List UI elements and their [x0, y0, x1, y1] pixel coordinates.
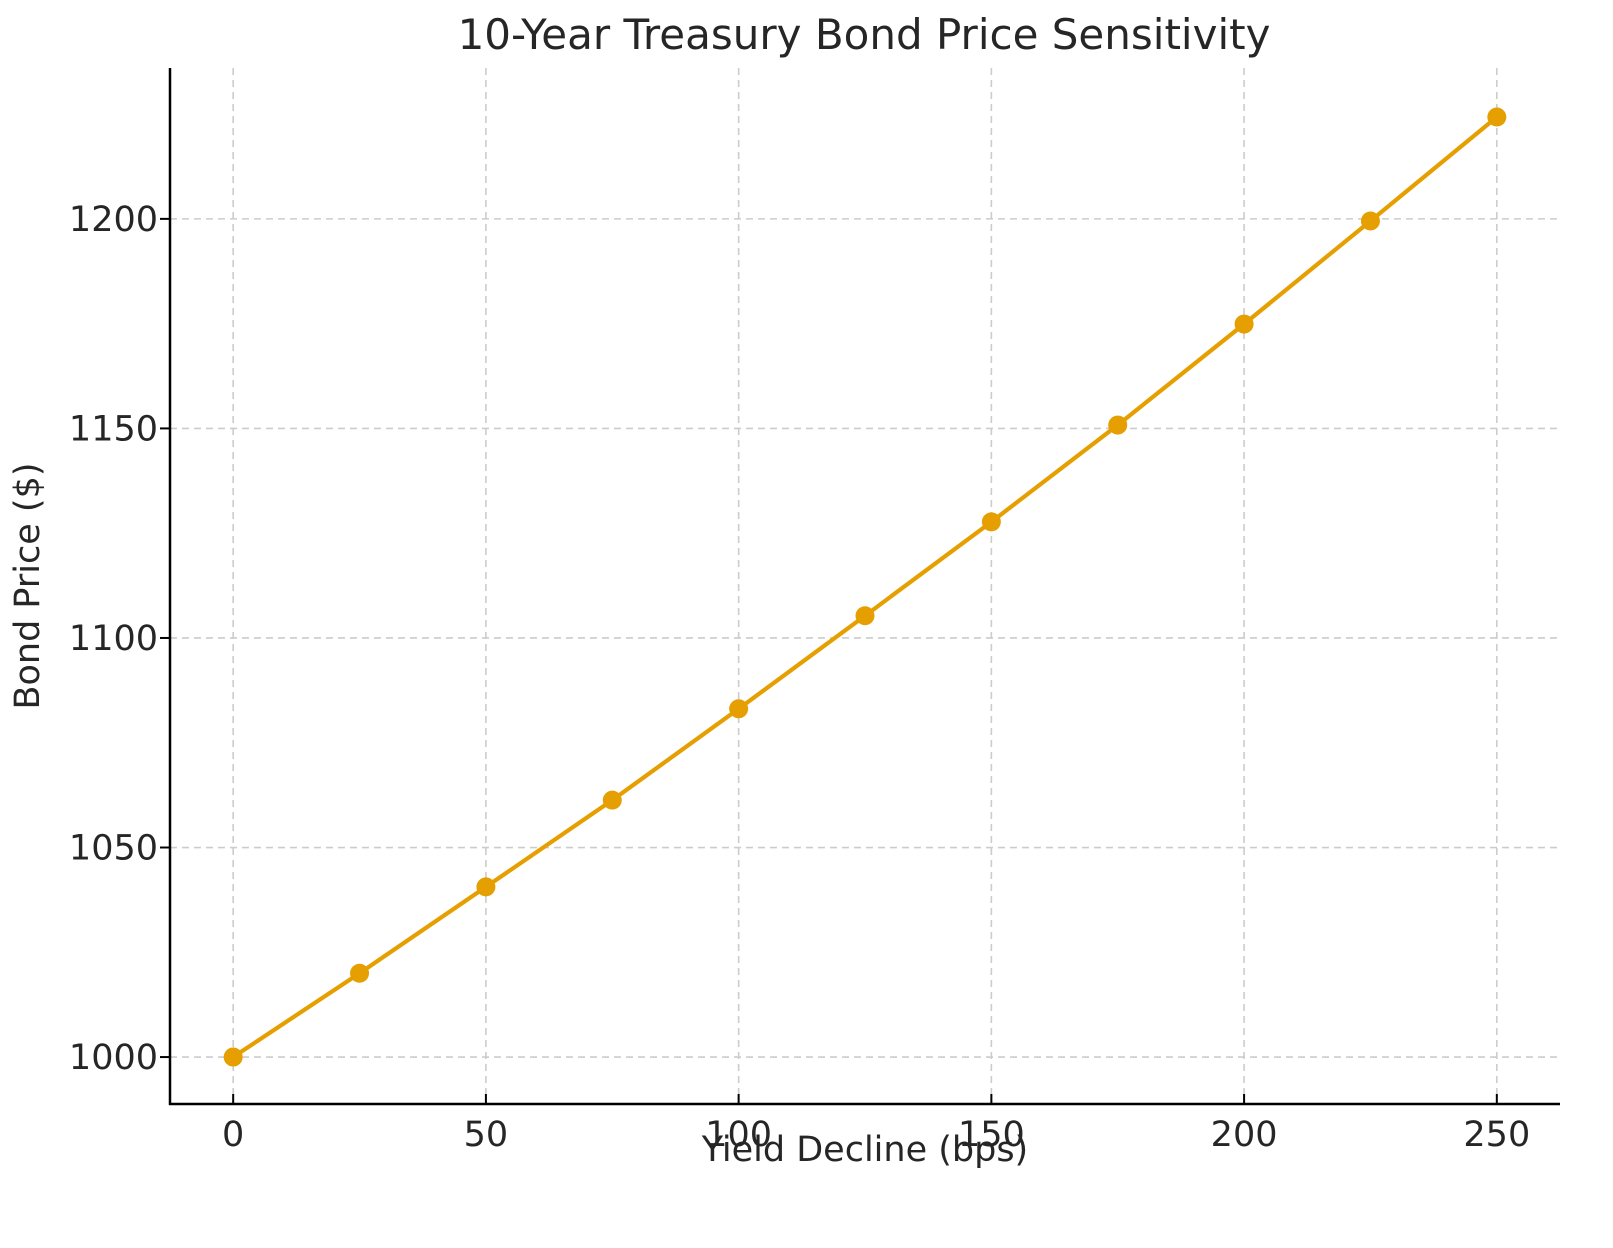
- x-tick-label: 250: [1463, 1115, 1530, 1155]
- x-axis-label: Yield Decline (bps): [701, 1130, 1029, 1170]
- y-tick-label: 1200: [69, 200, 158, 240]
- x-tick-label: 0: [222, 1115, 244, 1155]
- data-line: [232, 115, 1499, 1059]
- data-point-marker: [350, 963, 370, 983]
- data-point-marker: [1360, 211, 1380, 231]
- data-point-marker: [855, 606, 875, 626]
- data-point-marker: [1234, 314, 1254, 334]
- data-point-marker: [602, 790, 622, 810]
- x-tick-label: 200: [1211, 1115, 1278, 1155]
- y-tick-label: 1100: [69, 619, 158, 659]
- y-tick-label: 1000: [69, 1038, 158, 1078]
- data-point-marker: [1108, 415, 1128, 435]
- y-axis-label: Bond Price ($): [8, 462, 48, 710]
- data-point-marker: [1487, 107, 1507, 127]
- data-point-marker: [223, 1047, 243, 1067]
- chart-title: 10-Year Treasury Bond Price Sensitivity: [457, 10, 1271, 59]
- x-tick-label: 100: [705, 1115, 772, 1155]
- x-tick-label: 50: [464, 1115, 509, 1155]
- data-point-marker: [729, 699, 749, 719]
- x-tick-label: 150: [958, 1115, 1025, 1155]
- y-tick-label: 1050: [69, 829, 158, 869]
- data-point-marker: [476, 877, 496, 897]
- data-point-marker: [981, 512, 1001, 532]
- y-tick-label: 1150: [69, 409, 158, 449]
